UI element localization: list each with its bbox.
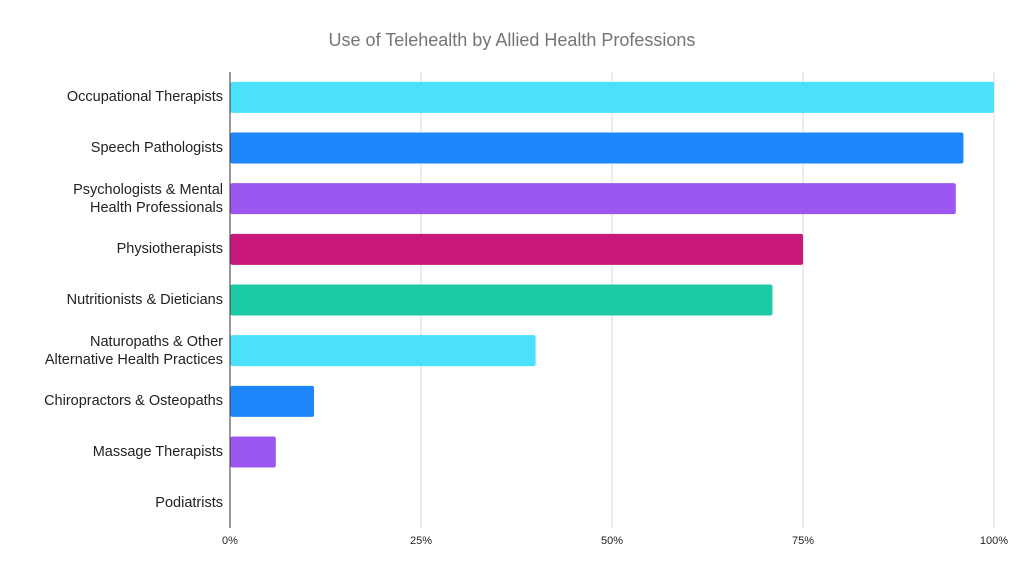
category-label: Speech Pathologists bbox=[90, 140, 223, 156]
category-label: Psychologists & Mental Health Profession… bbox=[73, 181, 223, 216]
bars bbox=[230, 81, 994, 468]
bar bbox=[230, 81, 994, 113]
x-tick-label: 0% bbox=[222, 535, 238, 547]
category-label: Chiropractors & Osteopaths bbox=[44, 393, 223, 410]
x-tick-label: 75% bbox=[791, 535, 815, 547]
bar bbox=[230, 385, 315, 417]
bar bbox=[230, 233, 803, 265]
bar bbox=[230, 335, 536, 367]
x-tick-label: 100% bbox=[979, 535, 1009, 547]
x-tick-label: 50% bbox=[600, 535, 624, 547]
category-label: Podiatrists bbox=[155, 494, 223, 511]
bar bbox=[230, 436, 276, 468]
bar bbox=[230, 183, 956, 215]
category-label: Occupational Therapists bbox=[66, 89, 223, 106]
bar bbox=[230, 284, 773, 316]
category-label: Physiotherapists bbox=[116, 241, 223, 258]
category-label: Nutritionists & Dieticians bbox=[66, 292, 223, 308]
category-label: Naturopaths & Other Alternative Health P… bbox=[44, 333, 223, 368]
chart-title: Use of Telehealth by Allied Health Profe… bbox=[328, 30, 696, 50]
x-tick-label: 25% bbox=[409, 535, 433, 547]
category-label: Massage Therapists bbox=[92, 444, 223, 460]
bar bbox=[230, 132, 964, 164]
